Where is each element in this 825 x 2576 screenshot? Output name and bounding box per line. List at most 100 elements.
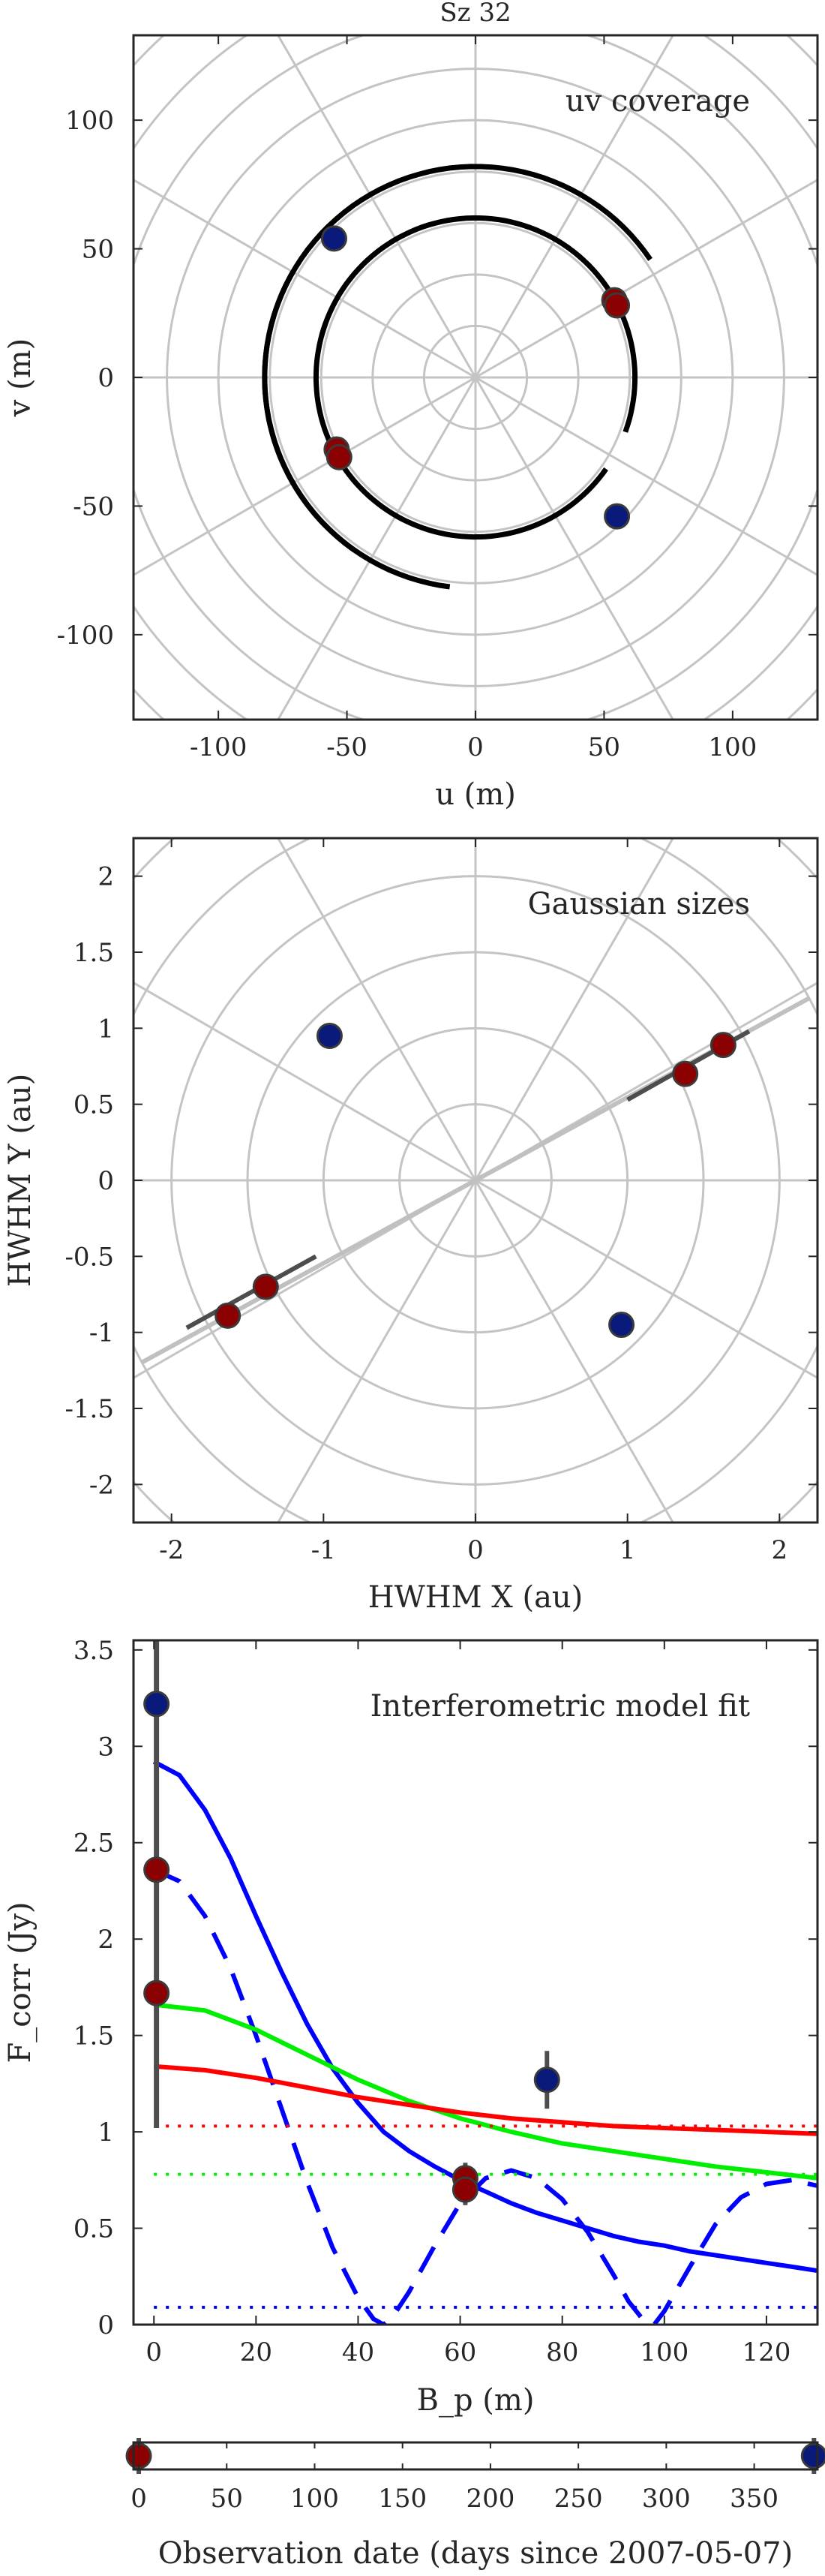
date-point [800,2442,825,2469]
x-tick-label: -50 [326,732,368,762]
x-tick-label: 200 [466,2484,514,2514]
y-tick-label: 0.5 [74,2214,114,2244]
model-annotation: Interferometric model fit [370,1689,750,1724]
y-axis-label: F_corr (Jy) [3,1901,38,2063]
x-tick-label: 20 [240,2337,272,2367]
y-tick-label: 1.5 [74,938,114,968]
x-tick-label: -100 [190,732,247,762]
model-curve [153,2064,818,2136]
y-tick-label: 3.5 [74,1636,114,1666]
y-tick-label: 3 [98,1732,114,1762]
polar-grid [134,35,818,720]
observation-dates-panel: 0 50 100 150 200 250 300 350 Observation date (… [125,2438,825,2571]
size-point [710,1032,736,1059]
grid-spoke [474,838,675,1181]
x-tick-label: 0 [146,2337,162,2367]
data-point [143,1979,170,2006]
x-tick-label: 300 [642,2484,691,2514]
data-point [143,1691,170,1718]
uv-tracks [262,164,652,590]
uv-points [320,225,631,530]
size-point [252,1273,279,1300]
x-axis-label: Observation date (days since 2007-05-07) [158,2536,794,2571]
y-tick-label: 0 [98,2310,114,2340]
model-curve [153,2002,818,2181]
y-tick-label: -0.5 [64,1242,114,1272]
x-tick-label: -2 [159,1535,184,1565]
uv-track [319,215,638,433]
x-axis-label: HWHM X (au) [368,1580,584,1615]
x-tick-labels: -2 -1 0 1 2 [159,838,788,1565]
x-tick-label: 0 [130,2484,147,2514]
model-curves [152,1760,818,2325]
uv-track [262,164,652,590]
x-tick-labels: 0 50 100 150 200 250 300 350 [130,2442,778,2514]
grid-spoke [474,1180,675,1522]
figure-title: Sz 32 [440,0,511,28]
y-tick-labels: 0 0.5 1 1.5 2 2.5 3 3.5 [74,1636,818,2340]
x-tick-label: 50 [211,2484,243,2514]
x-tick-label: 100 [640,2337,688,2367]
y-axis-label: HWHM Y (au) [3,1074,38,1288]
y-tick-label: 50 [82,235,114,265]
x-tick-label: 250 [554,2484,603,2514]
x-tick-label: 100 [708,732,757,762]
data-point [143,1856,170,1883]
y-tick-label: 0.5 [74,1090,114,1120]
grid-spoke [276,377,477,720]
x-tick-label: 80 [546,2337,578,2367]
grid-spoke [134,981,476,1182]
size-point [672,1060,699,1087]
data-point [452,2176,478,2203]
x-tick-label: 50 [588,732,620,762]
y-tick-label: 0 [98,1166,114,1196]
y-tick-label: 0 [98,363,114,393]
x-tick-label: 100 [290,2484,339,2514]
measurement-points [143,1640,560,2205]
x-tick-labels: 0 20 40 60 80 100 120 [146,1640,790,2367]
grid-spoke [134,376,476,577]
uv-point [326,443,352,470]
x-tick-label: 120 [742,2337,790,2367]
y-tick-label: 2 [98,1925,114,1955]
model-fit-panel: 0 20 40 60 80 100 120 0 0.5 1 1.5 2 2.5 3 3.5 Interfe… [3,1636,819,2418]
model-curve [152,1760,818,2274]
grid-spoke [134,1179,476,1380]
grid-spoke [475,376,818,577]
uv-point [604,503,631,530]
grid-spoke [475,1179,818,1380]
y-tick-label: 100 [65,106,114,136]
plot-frame [132,2441,819,2471]
x-axis-label: u (m) [435,777,516,812]
y-tick-label: -1 [89,1318,114,1348]
x-tick-label: 1 [620,1535,636,1565]
x-tick-label: 40 [342,2337,374,2367]
y-tick-label: 1.5 [74,2021,114,2051]
size-points [214,1022,736,1339]
uv-point [604,292,631,319]
grid-spoke [475,178,818,379]
grid-spoke [276,1180,477,1522]
uv-track [313,322,608,540]
x-tick-label: -1 [311,1535,336,1565]
x-tick-label: 60 [444,2337,476,2367]
y-tick-label: -50 [73,491,114,522]
y-tick-label: 2 [98,862,114,892]
x-tick-labels: -100 -50 0 50 100 [190,35,757,762]
grid-spoke [276,35,477,378]
y-tick-labels: -100 -50 0 50 100 [57,106,818,651]
plot-frame [132,1639,819,2326]
y-tick-labels: -2 -1.5 -1 -0.5 0 0.5 1 1.5 2 [64,862,818,1500]
x-axis-label: B_p (m) [417,2383,535,2418]
y-tick-label: 2.5 [74,1829,114,1859]
uv-annotation: uv coverage [566,84,750,119]
x-tick-label: 350 [730,2484,778,2514]
y-tick-label: 1 [98,1014,114,1044]
data-point [533,2067,560,2094]
x-tick-label: 150 [378,2484,427,2514]
y-tick-label: -1.5 [64,1394,114,1424]
size-point [608,1312,635,1339]
size-point [214,1302,242,1329]
